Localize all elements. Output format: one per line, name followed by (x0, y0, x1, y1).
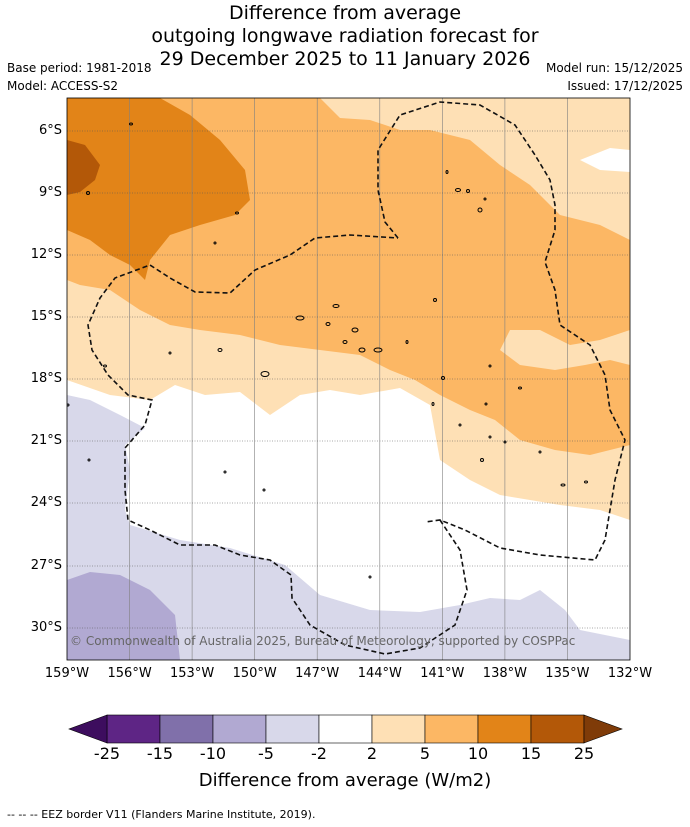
lon-label-144w: 144°W (357, 666, 402, 681)
anomaly-region-neutral-north (580, 148, 630, 172)
lon-label-141w: 141°W (420, 666, 465, 681)
lat-label-27s: 27°S (30, 558, 62, 573)
anomaly-region-neg-2-5 (67, 395, 630, 660)
lat-label-6s: 6°S (38, 123, 62, 138)
lon-label-159w: 159°W (44, 666, 90, 681)
issued-date: Issued: 17/12/2025 (567, 79, 683, 93)
colorbar-tick: 15 (520, 744, 542, 763)
colorbar-tick: 5 (419, 744, 431, 763)
colorbar-tick: 2 (366, 744, 378, 763)
anomaly-region-15-25 (67, 140, 100, 195)
lon-label-150w: 150°W (232, 666, 277, 681)
model-run: Model run: 15/12/2025 (545, 61, 683, 75)
islands (67, 122, 588, 579)
lat-label-9s: 9°S (38, 185, 62, 200)
lat-label-21s: 21°S (30, 433, 62, 448)
title-line-2: outgoing longwave radiation forecast for (151, 25, 539, 47)
base-period: Base period: 1981-2018 (7, 61, 152, 75)
meta-right: Model run: 15/12/2025 Issued: 17/12/2025 (546, 59, 683, 95)
eez-border-east (377, 101, 626, 561)
lat-label-15s: 15°S (30, 309, 62, 324)
colorbar-segment (159, 714, 214, 744)
colorbar-extend-low (68, 714, 108, 744)
colorbar-segment (530, 714, 585, 744)
colorbar-segment (265, 714, 320, 744)
colorbar-segment (318, 714, 373, 744)
eez-legend-note: -- -- -- EEZ border V11 (Flanders Marine… (7, 808, 316, 821)
map-frame (66, 97, 631, 661)
anomaly-region-neg-5-10 (67, 572, 180, 660)
anomaly-region-2-5-north (320, 98, 630, 240)
anomaly-region-10-15 (67, 98, 250, 280)
colorbar-segment (371, 714, 426, 744)
colorbar-tick: 10 (467, 744, 489, 763)
map-plot-area (67, 98, 630, 660)
colorbar-tick: -2 (311, 744, 327, 763)
colorbar-segment (424, 714, 479, 744)
model-name: Model: ACCESS-S2 (7, 79, 119, 93)
colorbar-tick: -5 (258, 744, 274, 763)
colorbar-extend-high (583, 714, 623, 744)
lat-label-12s: 12°S (30, 247, 62, 262)
lon-label-153w: 153°W (170, 666, 215, 681)
colorbar-tick: -10 (199, 744, 227, 763)
colorbar-tick: -15 (146, 744, 174, 763)
colorbar-tick: -25 (93, 744, 121, 763)
lat-label-18s: 18°S (30, 371, 62, 386)
lon-label-132w: 132°W (607, 666, 653, 681)
colorbar-segment (477, 714, 532, 744)
title-line-1: Difference from average (228, 2, 462, 24)
meta-left: Base period: 1981-2018 Model: ACCESS-S2 (7, 59, 152, 95)
lon-label-147w: 147°W (295, 666, 340, 681)
colorbar-tick: 25 (573, 744, 595, 763)
colorbar-segment (212, 714, 267, 744)
lat-label-24s: 24°S (30, 495, 62, 510)
colorbar-label: Difference from average (W/m2) (198, 770, 492, 791)
lat-label-30s: 30°S (30, 620, 62, 635)
title-line-3: 29 December 2025 to 11 January 2026 (159, 48, 531, 70)
lon-label-138w: 138°W (482, 666, 527, 681)
eez-border-west (87, 234, 468, 655)
colorbar-segment (106, 714, 161, 744)
copyright-notice: © Commonwealth of Australia 2025, Bureau… (70, 634, 576, 648)
colorbar (68, 714, 623, 744)
lon-label-156w: 156°W (107, 666, 152, 681)
lon-label-135w: 135°W (545, 666, 590, 681)
